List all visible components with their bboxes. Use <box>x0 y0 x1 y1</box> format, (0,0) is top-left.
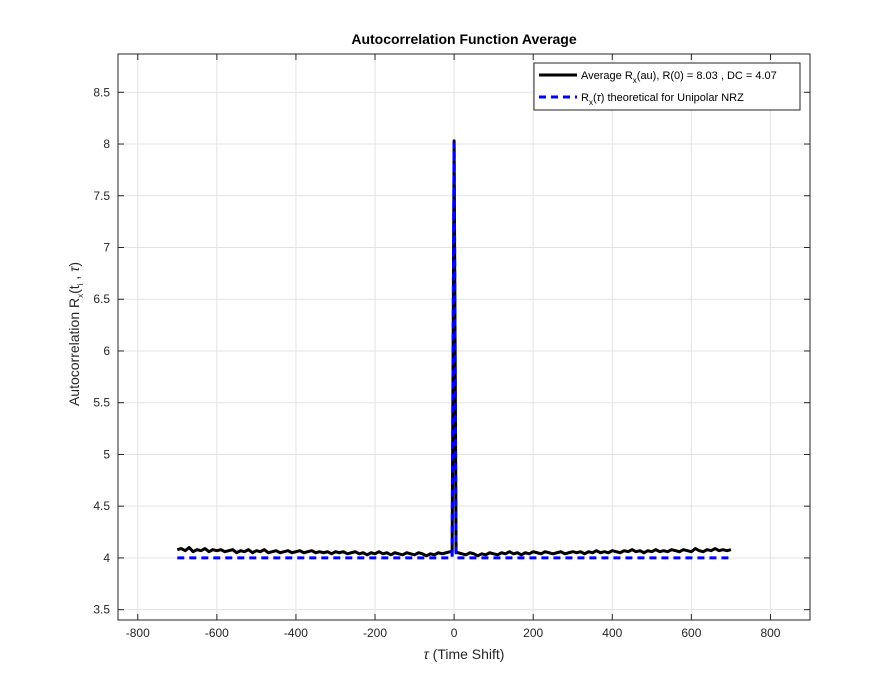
legend-theory-tau: τ <box>597 92 602 104</box>
x-tick-label: 400 <box>602 626 622 640</box>
x-tick-label: 200 <box>523 626 543 640</box>
legend-label-theoretical: Rx(τ) theoretical for Unipolar NRZ <box>581 92 744 107</box>
y-tick-label: 5.5 <box>93 396 110 410</box>
y-label-args-open: (t <box>66 285 82 294</box>
x-tick-label: -800 <box>126 626 150 640</box>
y-tick-label: 4.5 <box>93 499 110 513</box>
series-average-line <box>176 139 732 558</box>
y-tick-label: 7 <box>103 240 110 254</box>
x-tick-label: -400 <box>284 626 308 640</box>
legend-theory-part2: ( <box>593 92 597 104</box>
legend-theory-sub: x <box>589 98 593 107</box>
x-tick-label: 800 <box>760 626 780 640</box>
y-label-args-tau: τ <box>66 266 82 272</box>
chart-title: Autocorrelation Function Average <box>351 31 577 47</box>
x-tick-label: -200 <box>363 626 387 640</box>
x-tick-label: 600 <box>681 626 701 640</box>
x-axis-label-text: (Time Shift) <box>429 646 505 662</box>
y-axis-label: Autocorrelation Rx(ti , τ) <box>66 262 85 406</box>
y-tick-label: 3.5 <box>93 603 110 617</box>
y-label-args-close: ) <box>66 262 82 267</box>
legend-box <box>533 62 801 111</box>
y-tick-label: 4 <box>103 551 110 565</box>
y-label-main: Autocorrelation R <box>66 298 82 406</box>
axes-box <box>117 53 811 621</box>
axis-ticks: -800 -600 -400 -200 0 200 400 600 800 3.5 4 4.5 5 5.5… <box>93 54 810 640</box>
y-label-sub: x <box>76 294 85 298</box>
legend: Average Rx(au), R(0) = 8.03 , DC = 4.07 … <box>533 62 801 111</box>
series-lines <box>176 139 732 560</box>
y-tick-label: 6 <box>103 344 110 358</box>
y-tick-label: 7.5 <box>93 189 110 203</box>
x-axis-label: τ (Time Shift) <box>424 646 505 662</box>
y-tick-label: 5 <box>103 447 110 461</box>
legend-average-sub: x <box>633 76 637 85</box>
series-theoretical-line <box>177 142 731 560</box>
x-tick-label: 0 <box>451 626 458 640</box>
x-tick-label: -600 <box>205 626 229 640</box>
plot-area <box>118 54 810 620</box>
y-label-args-sub: i <box>76 283 85 285</box>
y-tick-label: 8 <box>103 137 110 151</box>
legend-theory-part1: R <box>581 92 589 104</box>
legend-average-part1: Average R <box>581 70 633 82</box>
y-tick-label: 6.5 <box>93 292 110 306</box>
x-axis-label-symbol: τ <box>424 646 430 662</box>
legend-label-average: Average Rx(au), R(0) = 8.03 , DC = 4.07 <box>581 70 777 85</box>
legend-average-part2: (au), R(0) = 8.03 , DC = 4.07 <box>637 70 777 82</box>
y-label-args-sep: , <box>66 272 82 284</box>
legend-theory-part3: ) theoretical for Unipolar NRZ <box>601 92 744 104</box>
y-tick-label: 8.5 <box>93 85 110 99</box>
